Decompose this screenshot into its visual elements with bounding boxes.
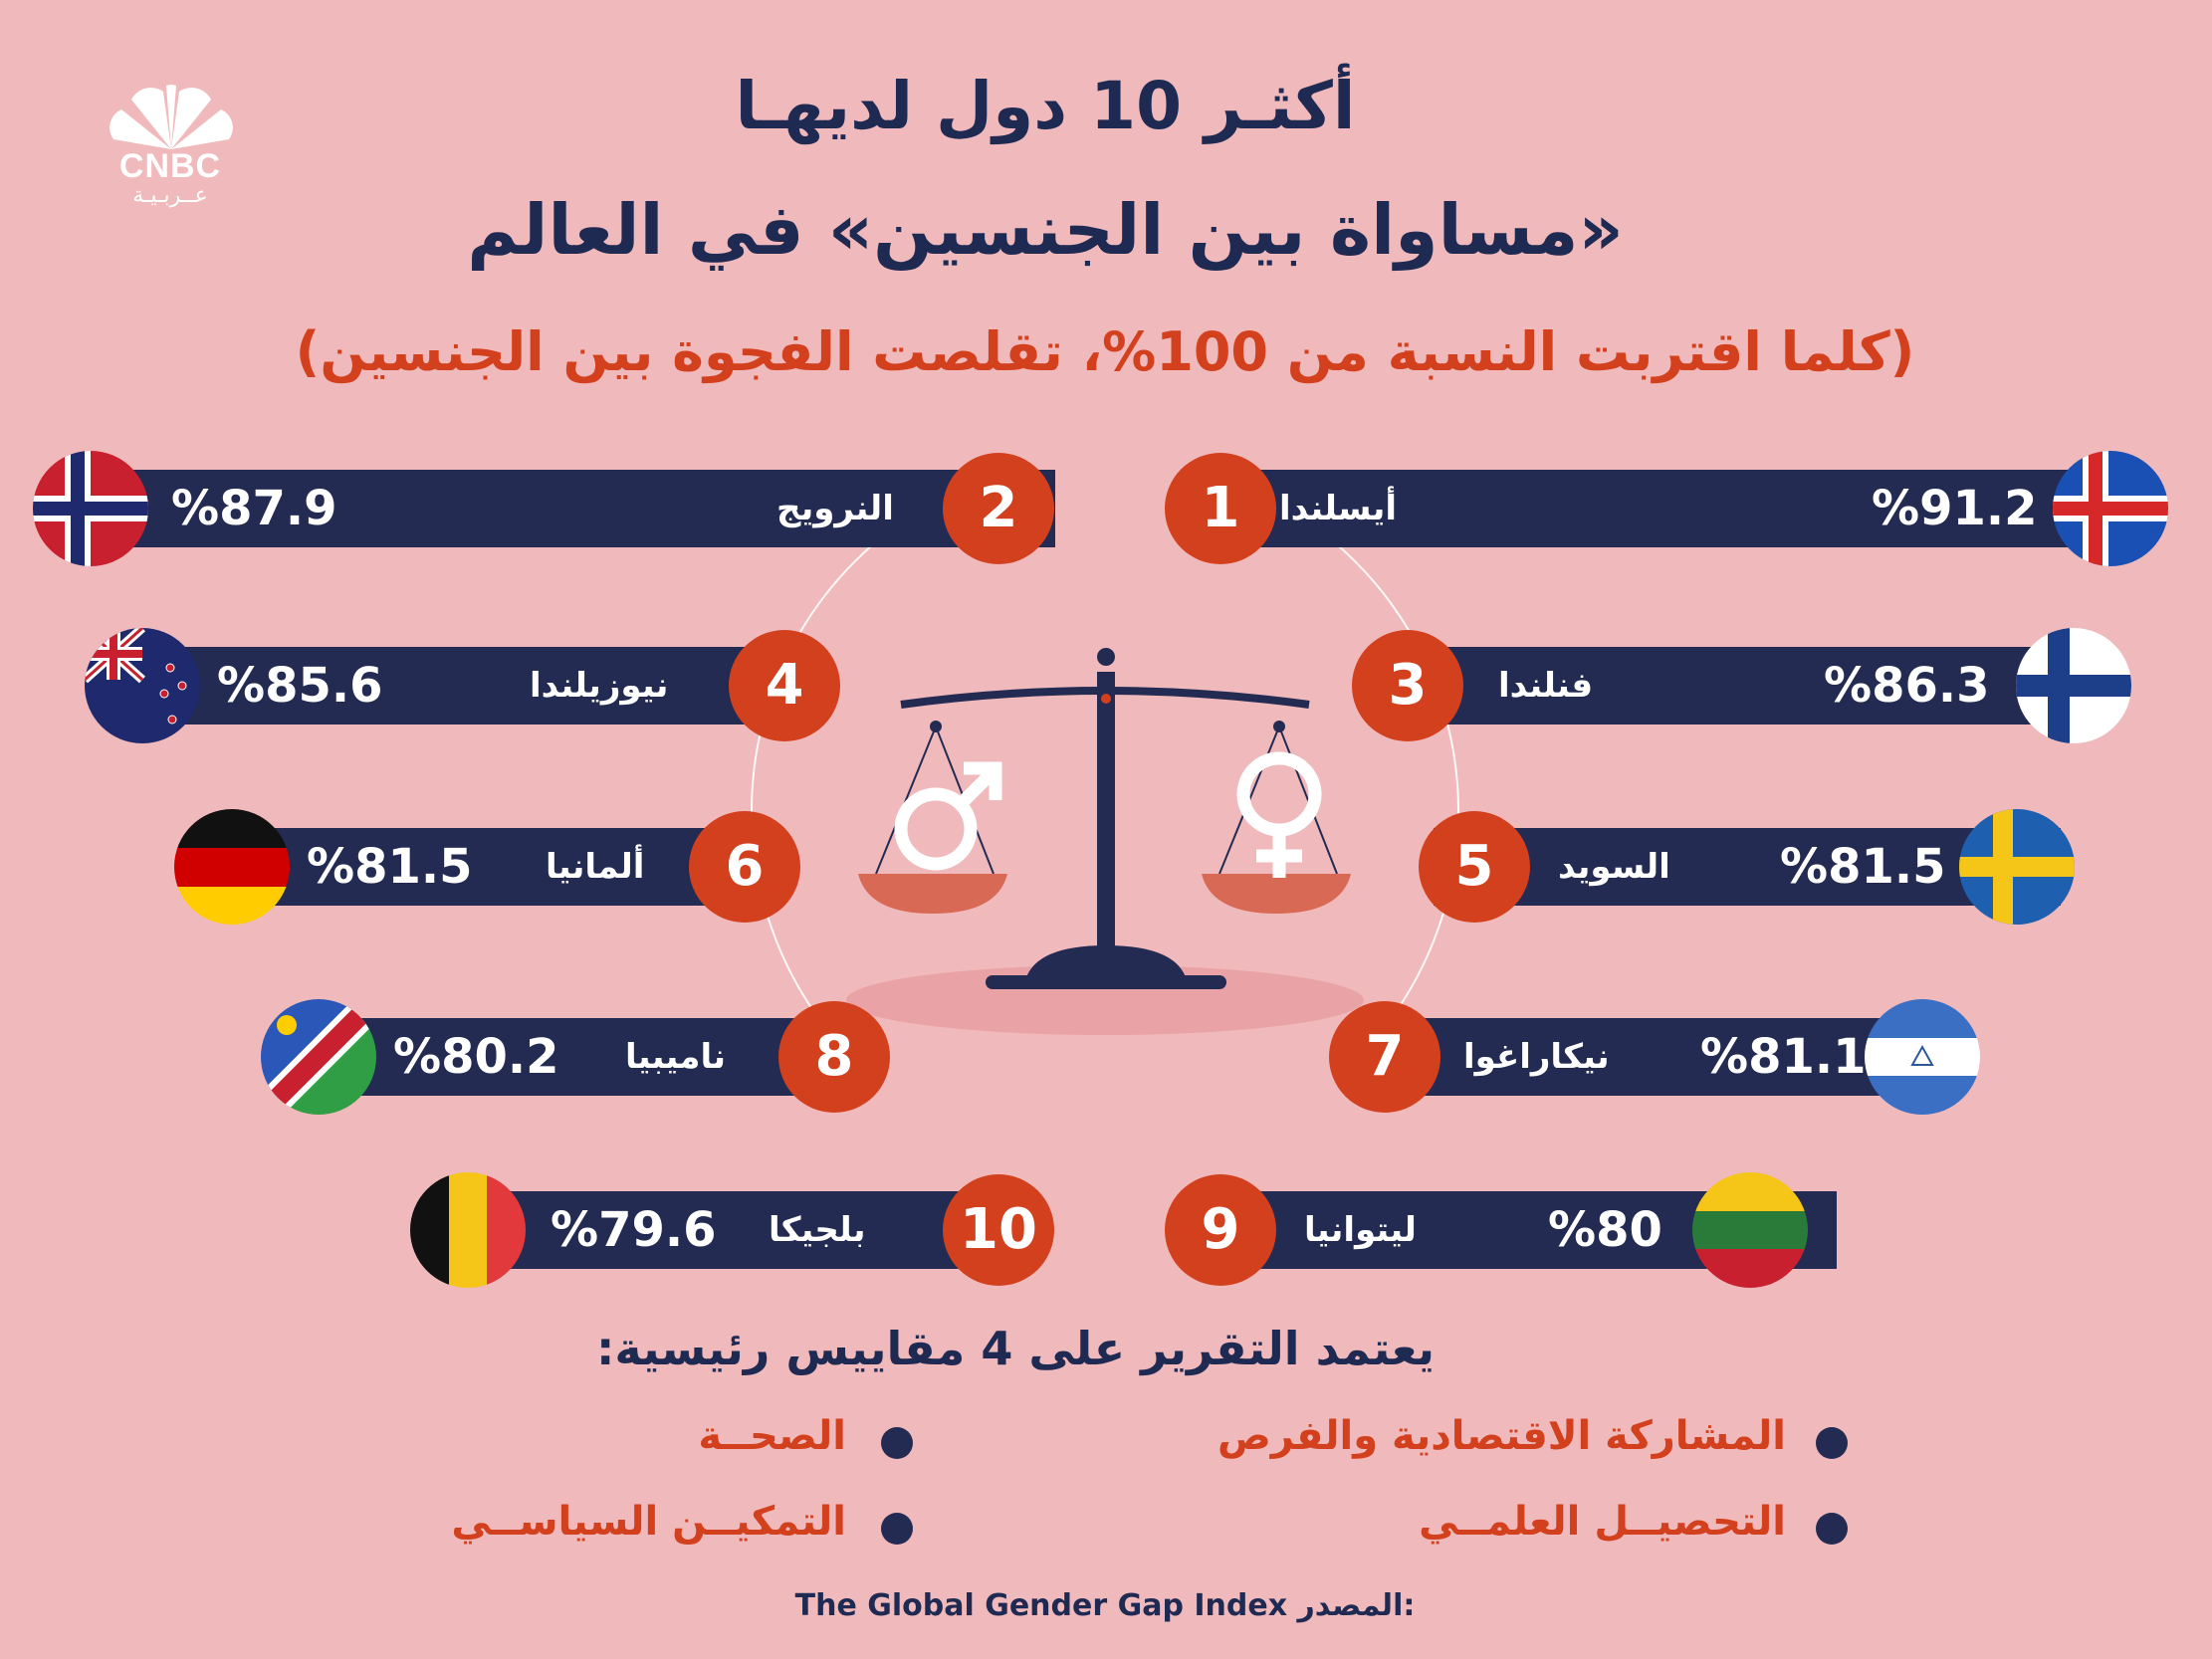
criteria-title: يعتمد التقرير على 4 مقاييس رئيسية: (595, 1322, 1436, 1375)
country-label-finland: فنلندا (1498, 666, 1594, 706)
value-label-new-zealand: %85.6 (217, 658, 383, 714)
bar-iceland (1185, 470, 2150, 547)
bullet-icon (1816, 1513, 1848, 1545)
scale-pole (1097, 672, 1115, 970)
logo-brand: CNBC (118, 147, 222, 185)
left-pan (858, 874, 1007, 914)
scale-foot (986, 975, 1226, 989)
logo-subtext: عــربـيـة (132, 183, 208, 208)
rank-badge-7: 7 (1329, 1001, 1440, 1113)
germany-flag (174, 809, 290, 925)
criteria-item-health: الصحــة (698, 1413, 846, 1459)
iceland-flag (2053, 451, 2168, 566)
bullet-icon (881, 1427, 913, 1459)
norway-flag (33, 451, 148, 566)
finland-flag (2016, 628, 2131, 743)
value-label-norway: %87.9 (171, 481, 337, 536)
bar-germany (229, 828, 767, 906)
balance-scale-illustration (751, 478, 1459, 1055)
value-label-belgium: %79.6 (551, 1202, 717, 1258)
criteria-item-economic: المشاركة الاقتصادية والفرص (1217, 1413, 1786, 1459)
male-symbol-icon (894, 761, 1002, 871)
country-label-lithuania: ليتوانيا (1304, 1210, 1417, 1250)
page-title-line1: أكثـر 10 دول لديهـا (735, 68, 1356, 144)
value-label-sweden: %81.5 (1780, 839, 1946, 895)
value-label-iceland: %91.2 (1872, 481, 2038, 536)
rank-badge-3: 3 (1352, 630, 1463, 741)
country-label-norway: النرويج (776, 489, 894, 528)
nicaragua-flag (1865, 999, 1980, 1115)
country-label-namibia: ناميبيا (625, 1037, 726, 1077)
cnbc-peacock-logo (110, 85, 233, 149)
page-title-line2: «مساواة بين الجنسين» في العالم (467, 189, 1624, 271)
scale-shadow (846, 965, 1364, 1035)
rank-badge-4: 4 (729, 630, 840, 741)
scale-pivot (1101, 694, 1111, 704)
scale-top (1097, 648, 1115, 666)
value-label-nicaragua: %81.1 (1700, 1029, 1867, 1085)
source-label: المصدر: (1297, 1588, 1416, 1623)
female-symbol-icon (1236, 751, 1322, 878)
lithuania-flag (1692, 1172, 1808, 1288)
bar-nicaragua (1364, 1018, 1961, 1096)
namibia-flag (261, 999, 376, 1115)
rank-badge-8: 8 (778, 1001, 890, 1113)
source-line: The Global Gender Gap Index المصدر: (597, 1588, 1613, 1623)
belgium-flag (410, 1172, 526, 1288)
source-value: The Global Gender Gap Index (794, 1588, 1288, 1623)
criteria-item-political: التمكيــن السياســي (451, 1499, 846, 1545)
criteria-item-education: التحصيــل العلمــي (1419, 1499, 1786, 1545)
bar-finland (1374, 647, 2110, 725)
bar-new-zealand (134, 647, 801, 725)
right-pan (1202, 874, 1351, 914)
rank-badge-9: 9 (1165, 1174, 1276, 1286)
new-zealand-flag (85, 628, 200, 743)
value-label-germany: %81.5 (307, 839, 473, 895)
bar-sweden (1434, 828, 2061, 906)
value-label-lithuania: %80 (1548, 1202, 1662, 1258)
value-label-namibia: %80.2 (393, 1029, 559, 1085)
rank-badge-6: 6 (689, 811, 800, 923)
bullet-icon (881, 1513, 913, 1545)
country-label-belgium: بلجيكا (769, 1210, 866, 1250)
bar-belgium (468, 1191, 1025, 1269)
country-label-iceland: أيسلندا (1279, 489, 1398, 528)
rank-badge-5: 5 (1419, 811, 1530, 923)
scale-base (1025, 945, 1187, 980)
bullet-icon (1816, 1427, 1848, 1459)
country-label-nicaragua: نيكاراغوا (1463, 1037, 1610, 1077)
rank-badge-10: 10 (943, 1174, 1054, 1286)
value-label-finland: %86.3 (1824, 658, 1990, 714)
rank-badge-1: 1 (1165, 453, 1276, 564)
sweden-flag (1959, 809, 2075, 925)
country-label-sweden: السويد (1558, 847, 1670, 887)
country-label-new-zealand: نيوزيلندا (530, 666, 669, 706)
bar-namibia (319, 1018, 856, 1096)
rank-badge-2: 2 (943, 453, 1054, 564)
country-label-germany: ألمانيا (546, 847, 645, 887)
page-subtitle: (كلما اقتربت النسبة من 100%، تقلصت الفجو… (295, 320, 1915, 383)
bar-norway (85, 470, 1055, 547)
